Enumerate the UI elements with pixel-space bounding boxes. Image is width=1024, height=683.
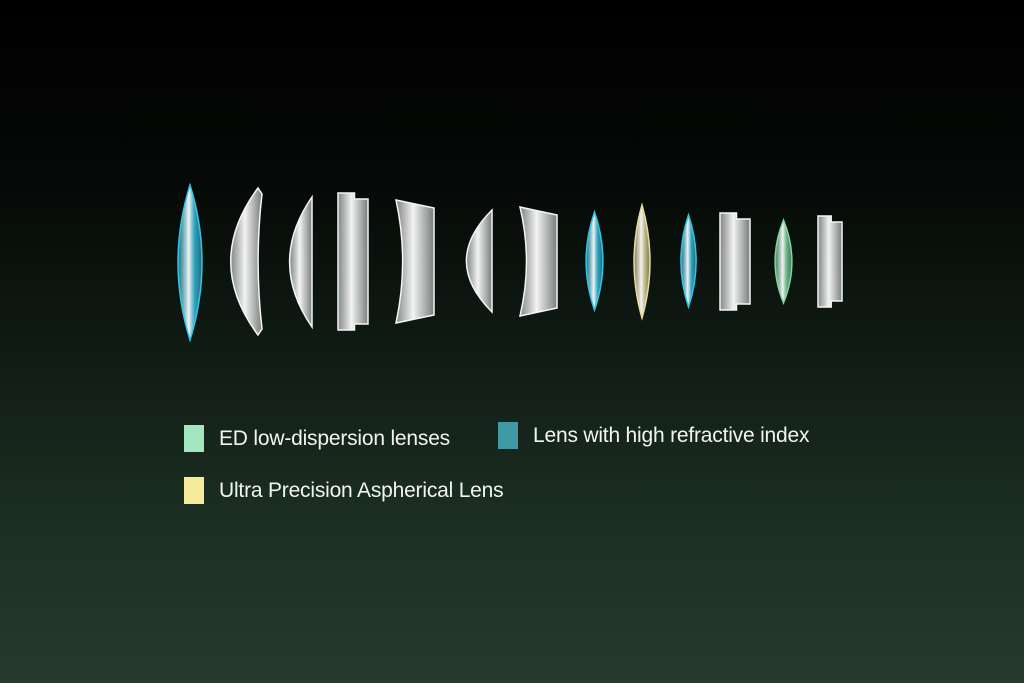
- legend-label-aspherical: Ultra Precision Aspherical Lens: [219, 478, 504, 502]
- lens-clear: [288, 194, 313, 330]
- lens-high-refractive: [680, 212, 697, 310]
- lens-high-refractive: [585, 209, 604, 313]
- lens-clear: [518, 206, 558, 317]
- lens-clear: [230, 186, 263, 337]
- legend-item-ed: ED low-dispersion lenses: [184, 425, 450, 452]
- lens-clear: [465, 208, 493, 314]
- lens-clear: [395, 199, 435, 324]
- lens-aspherical: [633, 202, 651, 321]
- legend-label-ed: ED low-dispersion lenses: [219, 426, 450, 450]
- lens-clear: [719, 212, 751, 311]
- legend-item-high-refractive: Lens with high refractive index: [498, 422, 809, 449]
- lens-high-refractive: [177, 182, 203, 343]
- lens-clear: [817, 215, 843, 308]
- lens-ed: [774, 217, 793, 306]
- legend-label-high-refractive: Lens with high refractive index: [533, 423, 810, 447]
- legend-swatch-high-refractive: [498, 422, 518, 449]
- lens-clear: [337, 192, 369, 331]
- legend-swatch-ed: [184, 425, 204, 452]
- legend-item-aspherical: Ultra Precision Aspherical Lens: [184, 477, 504, 504]
- legend-swatch-aspherical: [184, 477, 204, 504]
